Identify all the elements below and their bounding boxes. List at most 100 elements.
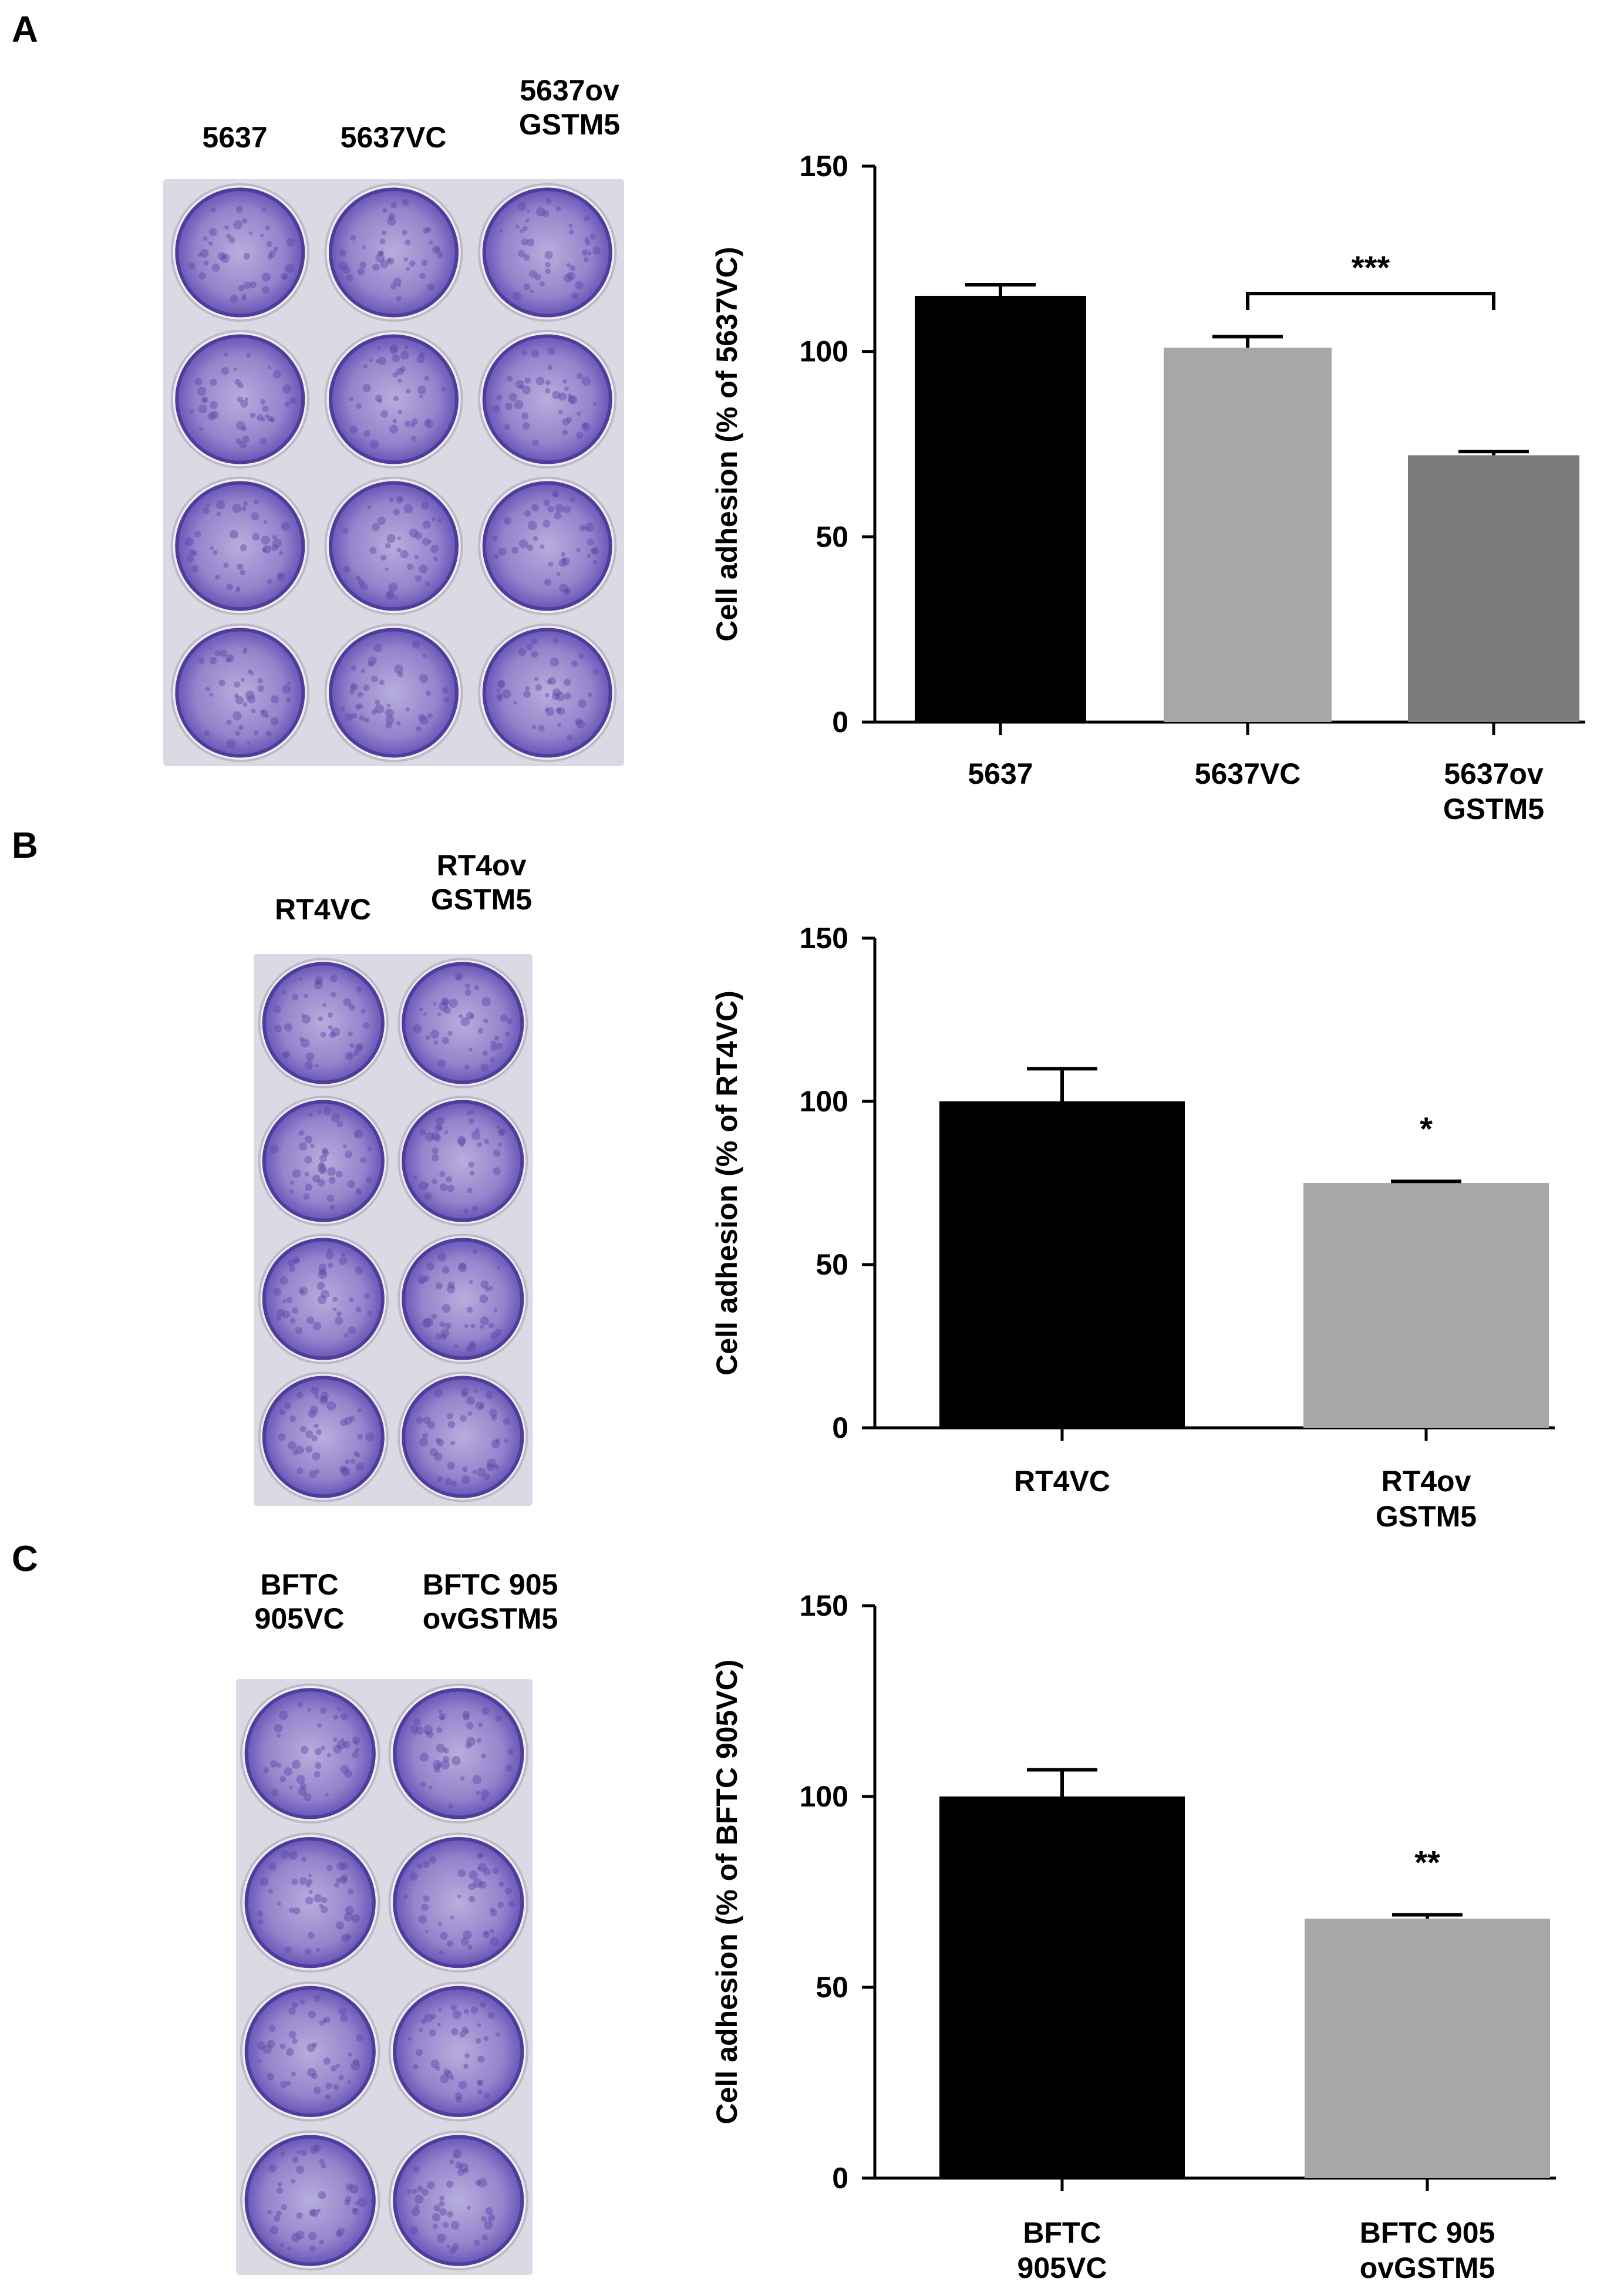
stain-dot <box>402 230 407 235</box>
stain-dot <box>385 722 392 729</box>
stain-dot <box>488 2214 496 2222</box>
bar <box>1305 1919 1550 2178</box>
stain-dot <box>419 272 426 279</box>
stain-dot <box>459 1014 463 1019</box>
stain-dot <box>414 554 419 559</box>
stain-dot <box>340 2014 348 2023</box>
stain-dot <box>317 1723 322 1728</box>
stain-dot <box>277 1309 285 1317</box>
stain-dot <box>434 1124 442 1132</box>
stain-dot <box>250 412 256 419</box>
stain-dot <box>198 427 203 432</box>
stain-dot <box>389 497 394 503</box>
stain-dot <box>538 724 545 732</box>
stain-dot <box>440 1932 448 1940</box>
stain-dot <box>289 1265 296 1272</box>
stain-dot <box>557 723 561 727</box>
stain-dot <box>431 1313 437 1319</box>
stain-dot <box>282 1299 287 1303</box>
stain-dot <box>265 730 272 737</box>
stain-dot <box>419 1128 426 1136</box>
stain-dot <box>278 1711 288 1720</box>
plate-b-label-1: RT4VC <box>275 893 371 926</box>
stain-dot <box>440 1715 444 1721</box>
stain-dot <box>424 1731 429 1735</box>
stain-dot <box>386 592 394 601</box>
stain-dot <box>447 1413 453 1420</box>
stain-dot <box>243 647 248 652</box>
stain-dot <box>358 1408 362 1413</box>
stain-dot <box>439 1171 446 1178</box>
stain-dot <box>348 1326 356 1335</box>
stain-dot <box>553 638 559 643</box>
stain-dot <box>319 1166 327 1175</box>
stain-dot <box>437 251 444 258</box>
stain-dot <box>305 1896 314 1905</box>
stain-dot <box>286 238 295 247</box>
stain-dot <box>483 1931 490 1939</box>
stain-dot <box>466 1111 471 1116</box>
stain-dot <box>411 2207 420 2216</box>
stain-dot <box>217 252 226 261</box>
stain-dot <box>473 1388 478 1394</box>
stain-dot <box>304 1135 313 1144</box>
stain-dot <box>429 1448 438 1457</box>
stain-dot <box>205 686 210 692</box>
stain-dot <box>407 2036 412 2041</box>
stain-dot <box>311 2072 318 2079</box>
stain-dot <box>531 349 540 358</box>
stain-dot <box>439 1950 444 1955</box>
stain-dot <box>443 697 450 703</box>
stain-dot <box>349 1053 353 1057</box>
stain-dot <box>531 724 537 730</box>
stain-dot <box>233 367 237 372</box>
stain-dot <box>378 356 386 365</box>
stain-dot <box>289 1785 293 1789</box>
stain-dot <box>480 1316 489 1326</box>
bar <box>915 295 1086 722</box>
stain-dot <box>476 1791 481 1796</box>
stain-dot <box>242 702 248 707</box>
stain-dot <box>220 649 228 658</box>
stain-dot <box>331 1027 341 1037</box>
stain-dot <box>555 504 564 513</box>
stain-dot <box>440 1329 450 1337</box>
stain-dot <box>201 396 208 403</box>
stain-dot <box>240 678 245 682</box>
bar <box>1408 455 1579 722</box>
stain-dot <box>488 1322 494 1329</box>
stain-dot <box>356 403 362 409</box>
stain-dot <box>291 2001 298 2009</box>
stain-dot <box>333 1744 342 1754</box>
stain-dot <box>317 1163 327 1173</box>
stain-dot <box>379 250 385 256</box>
stain-dot <box>576 547 581 552</box>
stain-dot <box>432 2213 440 2222</box>
stain-dot <box>235 730 241 736</box>
stain-dot <box>326 1401 336 1411</box>
stain-dot <box>337 1707 341 1711</box>
stain-dot <box>353 1451 359 1457</box>
stain-dot <box>398 497 403 501</box>
stain-dot <box>344 2199 351 2206</box>
stain-dot <box>257 685 265 692</box>
stain-dot <box>272 535 277 540</box>
stain-dot <box>504 424 511 430</box>
stain-dot <box>477 2055 485 2063</box>
stain-dot <box>533 536 538 541</box>
stain-dot <box>292 1307 299 1314</box>
stain-dot <box>319 1154 328 1162</box>
stain-dot <box>351 685 356 689</box>
stain-dot <box>381 230 386 235</box>
stain-dot <box>270 695 279 704</box>
stain-dot <box>457 1135 466 1145</box>
stain-dot <box>221 367 229 375</box>
stain-dot <box>314 2087 321 2094</box>
stain-dot <box>307 1707 312 1712</box>
stain-dot <box>562 379 567 384</box>
y-axis-label: Cell adhesion (% of RT4VC) <box>710 990 743 1376</box>
stain-dot <box>377 516 386 525</box>
stain-dot <box>282 1310 291 1319</box>
stain-dot <box>429 2029 436 2037</box>
well <box>329 187 459 318</box>
